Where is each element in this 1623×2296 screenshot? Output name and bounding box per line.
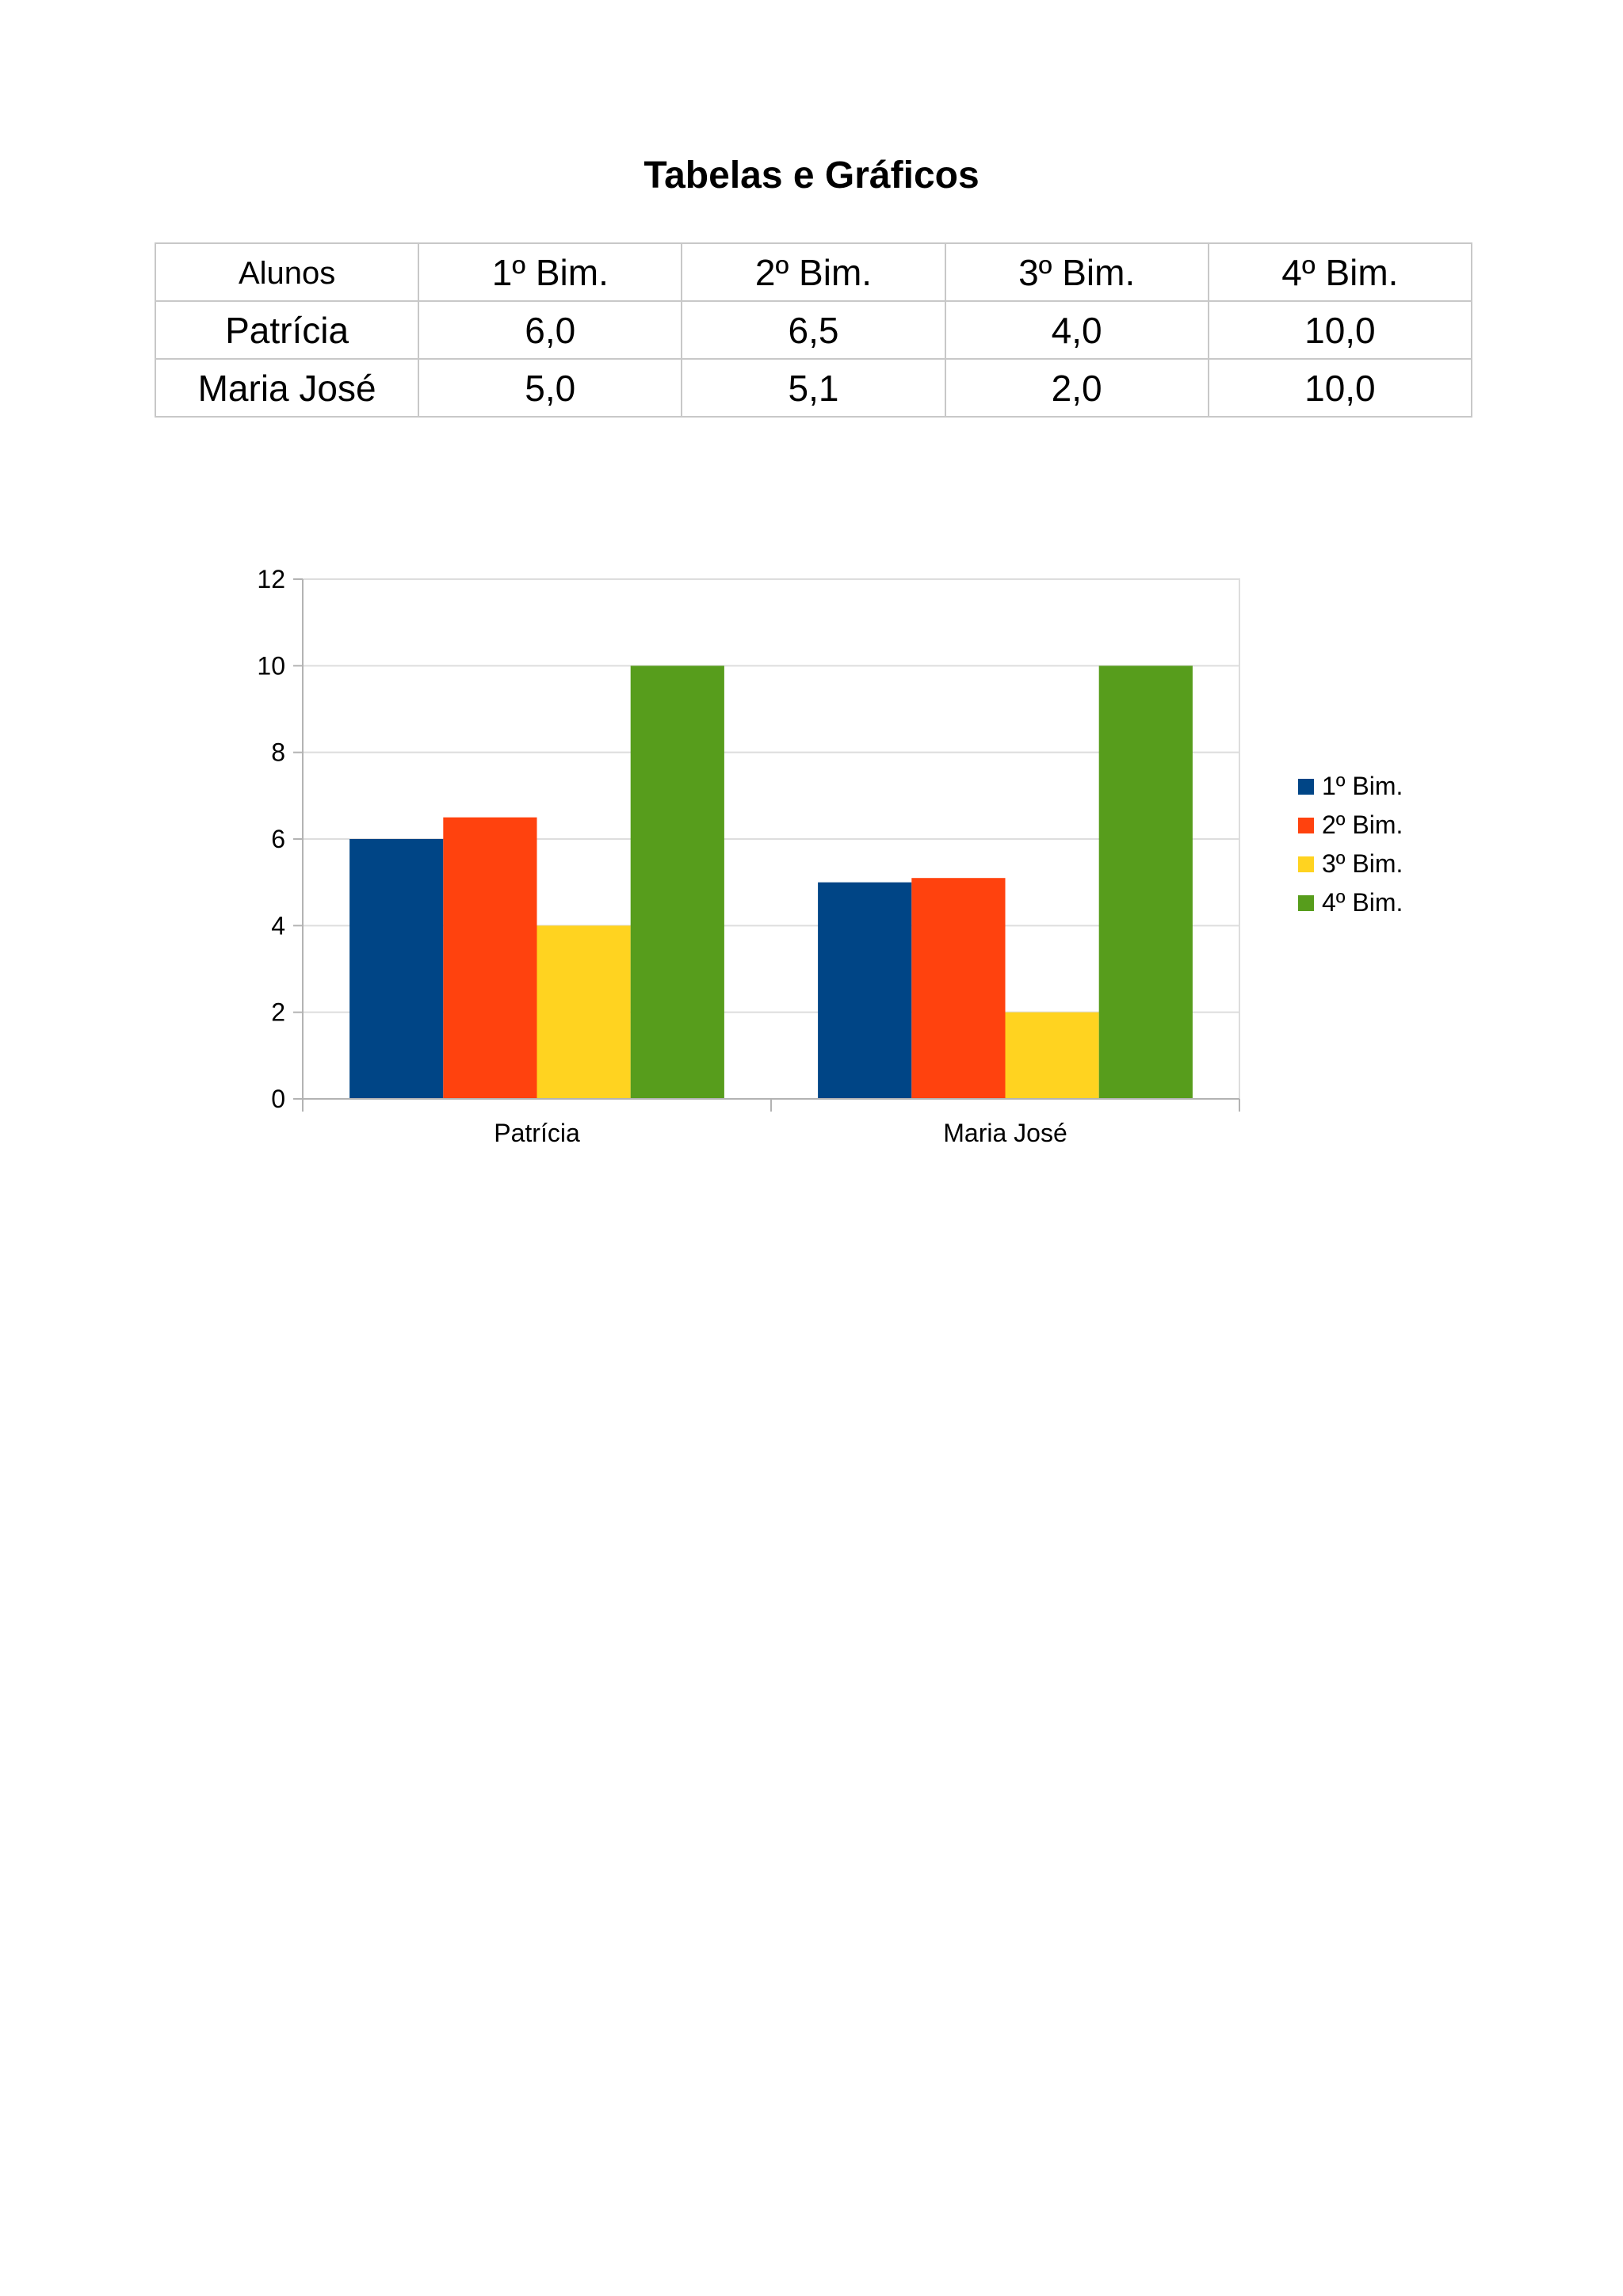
grade-cell: 5,1 xyxy=(681,358,946,418)
grade-cell: 6,0 xyxy=(418,300,683,360)
grade-cell: 10,0 xyxy=(1207,300,1473,360)
chart-bars xyxy=(349,666,1193,1099)
student-name-cell: Maria José xyxy=(154,358,420,418)
grade-cell: 5,0 xyxy=(418,358,683,418)
legend-swatch xyxy=(1298,856,1314,872)
y-tick-label: 4 xyxy=(271,911,285,940)
y-tick-label: 0 xyxy=(271,1085,285,1113)
grade-cell: 10,0 xyxy=(1207,358,1473,418)
grades-table: Alunos 1º Bim. 2º Bim. 3º Bim. 4º Bim. P… xyxy=(154,242,1473,418)
table-row: Patrícia 6,0 6,5 4,0 10,0 xyxy=(154,300,1473,360)
y-tick-label: 12 xyxy=(257,565,285,593)
header-cell-bim-3: 3º Bim. xyxy=(944,242,1209,302)
grades-bar-chart: 0 2 4 6 8 10 12 Patrícia Maria José 1º Bim. 2º Bi… xyxy=(257,565,1403,1147)
legend-swatch xyxy=(1298,818,1314,833)
x-tick-label: Maria José xyxy=(943,1119,1067,1147)
legend-label: 3º Bim. xyxy=(1322,849,1403,878)
header-cell-bim-1: 1º Bim. xyxy=(418,242,683,302)
chart-legend: 1º Bim. 2º Bim. 3º Bim. 4º Bim. xyxy=(1298,772,1403,917)
bar xyxy=(537,925,631,1099)
header-cell-bim-2: 2º Bim. xyxy=(681,242,946,302)
y-tick-label: 8 xyxy=(271,738,285,767)
legend-label: 1º Bim. xyxy=(1322,772,1403,800)
header-cell-students: Alunos xyxy=(154,242,420,302)
legend-swatch xyxy=(1298,779,1314,795)
header-cell-bim-4: 4º Bim. xyxy=(1207,242,1473,302)
legend-label: 4º Bim. xyxy=(1322,888,1403,917)
bar xyxy=(443,817,537,1099)
grade-cell: 4,0 xyxy=(944,300,1209,360)
bar xyxy=(349,839,444,1099)
x-tick-label: Patrícia xyxy=(494,1119,580,1147)
bar xyxy=(818,882,912,1099)
grade-cell: 6,5 xyxy=(681,300,946,360)
bar xyxy=(911,878,1006,1099)
y-tick-label: 10 xyxy=(257,651,285,680)
chart-labels: 0 2 4 6 8 10 12 Patrícia Maria José xyxy=(257,565,1067,1147)
table-row: Maria José 5,0 5,1 2,0 10,0 xyxy=(154,358,1473,418)
bar xyxy=(1098,666,1193,1099)
y-tick-label: 6 xyxy=(271,825,285,853)
legend-label: 2º Bim. xyxy=(1322,810,1403,839)
student-name-cell: Patrícia xyxy=(154,300,420,360)
bar xyxy=(630,666,724,1099)
chart-axes xyxy=(293,578,1240,1112)
y-tick-label: 2 xyxy=(271,998,285,1027)
page-title: Tabelas e Gráficos xyxy=(643,154,980,196)
bar xyxy=(1005,1012,1099,1099)
grade-cell: 2,0 xyxy=(944,358,1209,418)
legend-swatch xyxy=(1298,895,1314,911)
table-header-row: Alunos 1º Bim. 2º Bim. 3º Bim. 4º Bim. xyxy=(154,242,1473,302)
